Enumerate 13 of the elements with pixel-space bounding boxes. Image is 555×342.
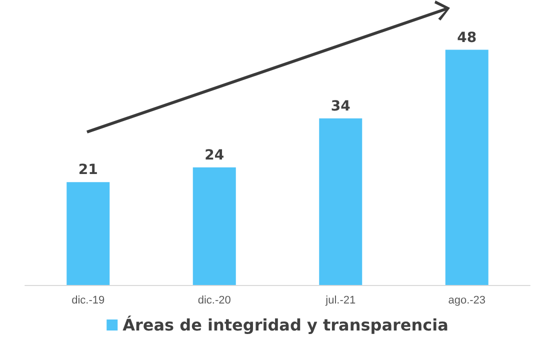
data-label: 48	[457, 30, 477, 46]
x-tick-label: jul.-21	[324, 294, 356, 306]
bar	[319, 118, 362, 285]
x-tick-label: dic.-19	[72, 294, 105, 306]
data-label: 34	[330, 98, 351, 114]
bar	[192, 167, 236, 285]
data-label: 21	[78, 162, 98, 178]
x-tick-label: dic.-20	[198, 294, 231, 306]
bar	[66, 182, 110, 285]
data-label: 24	[204, 147, 224, 164]
x-tick-label: ago.-23	[448, 294, 486, 306]
legend-label: Áreas de integridad y transparencia	[122, 316, 448, 334]
bar	[445, 50, 488, 285]
